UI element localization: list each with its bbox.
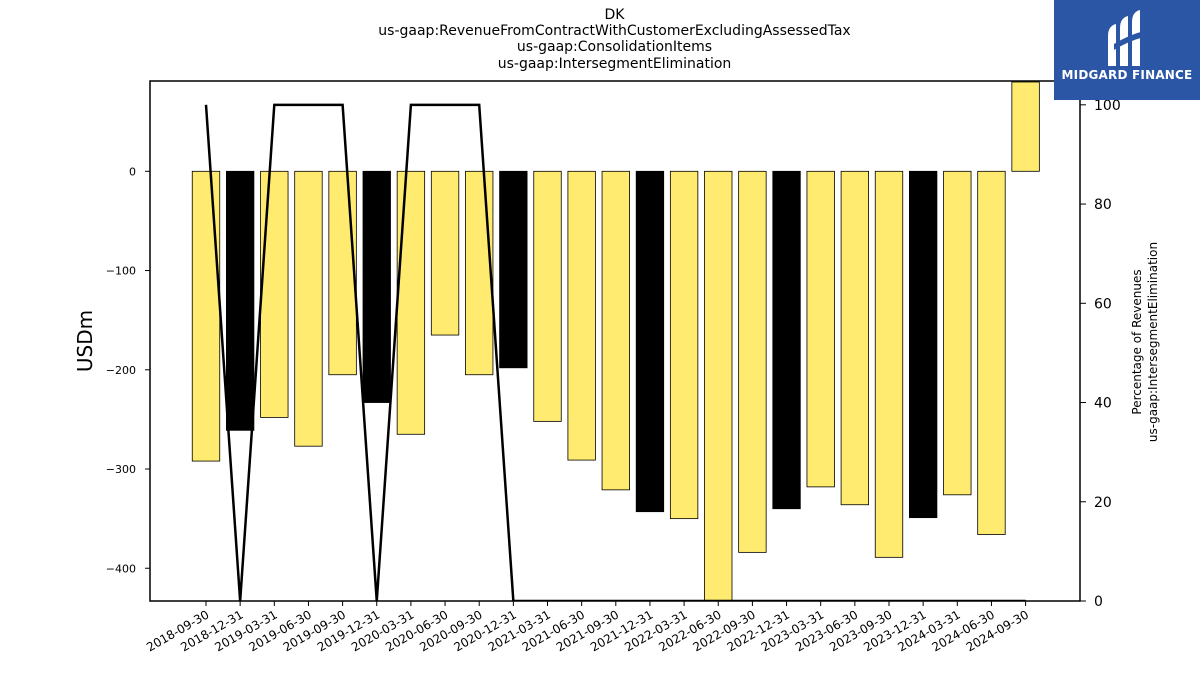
bar-2019-12-31 [362, 170, 391, 403]
percentage-line [204, 103, 1026, 601]
chart-title-line-3: us-gaap:ConsolidationItems [516, 39, 713, 55]
bar-2022-03-31 [669, 170, 699, 520]
bar-2023-12-31 [909, 170, 938, 519]
bar-2018-09-30 [191, 170, 221, 462]
bar-2023-03-31 [806, 170, 835, 488]
bar-2019-09-30 [328, 170, 357, 376]
bar-2020-09-30 [465, 170, 494, 376]
midgard-logo-icon [1108, 10, 1148, 66]
y2-tick-label: 100 [1094, 98, 1121, 114]
bar-2021-03-31 [533, 170, 562, 422]
y2-tick-label: 20 [1094, 495, 1112, 511]
chart-title-line-2: us-gaap:RevenueFromContractWithCustomerE… [378, 23, 851, 39]
y2-tick-label: 40 [1094, 396, 1112, 412]
bar-2020-12-31 [499, 170, 528, 369]
y2-tick-label: 0 [1094, 594, 1103, 610]
plot-frame [149, 80, 1081, 602]
bar-2020-03-31 [396, 170, 426, 435]
bar-2020-06-30 [430, 170, 460, 336]
logo-text: MIDGARD FINANCE [1061, 68, 1193, 82]
bar-2023-09-30 [874, 170, 904, 558]
bar-2019-03-31 [260, 170, 289, 418]
midgard-finance-logo: MIDGARD FINANCE [1054, 0, 1200, 100]
bar-2024-03-31 [943, 170, 972, 496]
bar-2021-09-30 [601, 170, 630, 491]
y-tick-label: −300 [106, 463, 136, 476]
bar-2019-06-30 [294, 170, 323, 447]
y-tick-label: −200 [106, 364, 136, 377]
y2-axis-label-line-2: us-gaap:IntersegmentElimination [1146, 242, 1160, 442]
bar-2024-09-30 [1011, 81, 1040, 172]
bar-2021-06-30 [567, 170, 596, 461]
bar-2022-09-30 [738, 170, 767, 553]
y2-tick-label: 80 [1094, 197, 1112, 213]
bar-2024-06-30 [977, 170, 1006, 535]
y-axis-label: USDm [73, 310, 97, 372]
chart-title-line-4: us-gaap:IntersegmentElimination [497, 56, 732, 72]
y2-tick-label: 60 [1094, 296, 1112, 312]
chart-title-line-1: DK [604, 7, 625, 23]
bar-2021-12-31 [635, 170, 665, 513]
y-tick-label: −400 [106, 562, 136, 575]
bar-2023-06-30 [840, 170, 869, 506]
bar-2022-06-30 [704, 170, 733, 601]
y-tick-label: 0 [129, 165, 136, 178]
y-tick-label: −100 [106, 265, 136, 278]
bar-2022-12-31 [772, 170, 801, 510]
bar-2018-12-31 [225, 170, 255, 431]
y2-axis-label-line-1: Percentage of Revenues [1130, 269, 1144, 414]
